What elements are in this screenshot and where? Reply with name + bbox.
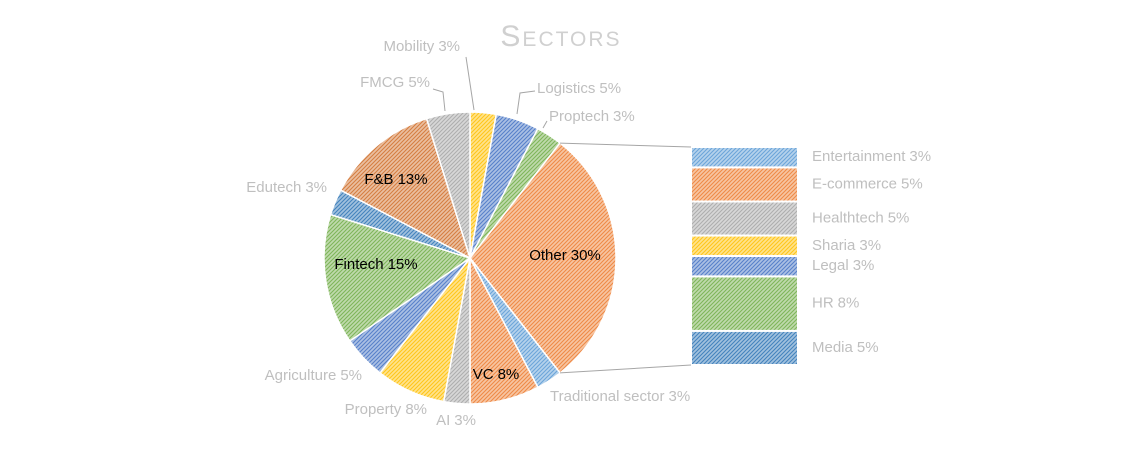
bar-segment (690, 146, 799, 169)
leader-line (542, 120, 548, 129)
label-value: 5% (599, 80, 621, 97)
data-label: Other 30% (529, 247, 601, 264)
label-value: 8% (498, 366, 520, 383)
pie-slice (469, 142, 617, 374)
data-label: VC 8% (473, 366, 520, 383)
leader-line (516, 90, 536, 115)
pie-slice (339, 117, 472, 260)
data-label: F&B 13% (364, 171, 427, 188)
data-label: Edutech 3% (246, 179, 327, 196)
data-label: Agriculture 5% (265, 367, 362, 384)
pie-slice (425, 111, 471, 259)
chart-title: Sectors (500, 20, 621, 53)
label-category: F&B (364, 171, 393, 188)
label-value: 3% (859, 237, 881, 254)
label-value: 5% (408, 74, 430, 91)
label-category: HR (812, 295, 834, 312)
data-label: Sharia 3% (812, 237, 881, 254)
data-label: HR 8% (812, 295, 859, 312)
bar-segment (690, 234, 799, 257)
label-category: Healthtech (812, 210, 884, 227)
label-value: 3% (454, 412, 476, 429)
label-value: 3% (438, 38, 460, 55)
label-category: Edutech (246, 179, 301, 196)
label-category: Sharia (812, 237, 856, 254)
data-label: FMCG 5% (360, 74, 430, 91)
label-value: 3% (613, 108, 635, 125)
data-label: Media 5% (812, 339, 879, 356)
label-value: 5% (857, 339, 879, 356)
data-label: Healthtech 5% (812, 210, 909, 227)
label-category: Legal (812, 257, 849, 274)
label-value: 3% (853, 257, 875, 274)
label-category: Fintech (334, 256, 383, 273)
label-value: 5% (340, 367, 362, 384)
label-value: 5% (901, 175, 923, 192)
label-category: AI (436, 412, 450, 429)
label-category: Entertainment (812, 148, 906, 165)
label-category: E-commerce (812, 175, 897, 192)
label-value: 8% (838, 295, 860, 312)
label-value: 8% (405, 401, 427, 418)
label-value: 30% (571, 247, 601, 264)
bar-segment (690, 255, 799, 278)
data-label: E-commerce 5% (812, 175, 923, 192)
data-label: Proptech 3% (549, 108, 635, 125)
connector-line (560, 364, 692, 374)
bar-segment (690, 329, 799, 366)
data-label: AI 3% (436, 412, 476, 429)
label-value: 3% (669, 388, 691, 405)
leader-line (432, 88, 446, 112)
label-category: Mobility (383, 38, 434, 55)
label-value: 3% (909, 148, 931, 165)
data-label: Fintech 15% (334, 256, 417, 273)
label-category: FMCG (360, 74, 404, 91)
label-value: 13% (398, 171, 428, 188)
label-category: Property (345, 401, 402, 418)
data-label: Property 8% (345, 401, 427, 418)
bar-segment (690, 200, 799, 237)
label-value: 3% (305, 179, 327, 196)
label-category: Proptech (549, 108, 609, 125)
label-value: 15% (388, 256, 418, 273)
label-category: Media (812, 339, 854, 356)
bar-segment (690, 275, 799, 332)
label-category: Other (529, 247, 567, 264)
data-label: Legal 3% (812, 257, 874, 274)
data-label: Logistics 5% (537, 80, 621, 97)
label-category: Traditional sector (550, 388, 665, 405)
data-label: Mobility 3% (383, 38, 460, 55)
label-value: 5% (888, 210, 910, 227)
data-label: Entertainment 3% (812, 148, 931, 165)
connector-line (560, 142, 692, 148)
label-category: Logistics (537, 80, 595, 97)
bar-segment (690, 166, 799, 203)
leader-line (465, 56, 475, 111)
pie-slice (323, 213, 472, 342)
label-category: VC (473, 366, 494, 383)
data-label: Traditional sector 3% (550, 388, 690, 405)
label-category: Agriculture (265, 367, 337, 384)
